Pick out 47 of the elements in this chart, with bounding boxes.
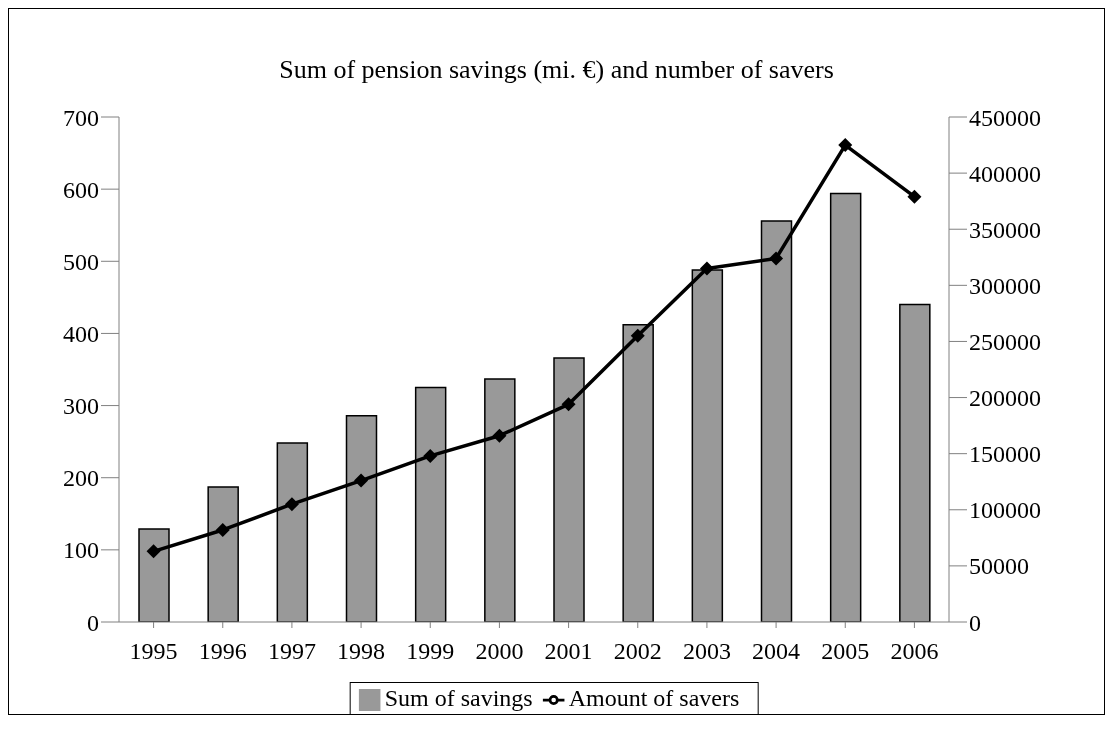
point xyxy=(492,428,507,443)
y2-tick-label: 100000 xyxy=(969,497,1041,524)
y-tick-label: 700 xyxy=(63,104,99,131)
point xyxy=(699,261,714,276)
y2-tick-label: 0 xyxy=(969,609,981,636)
y-tick-label: 200 xyxy=(63,465,99,492)
point xyxy=(769,251,784,266)
x-tick-label: 2005 xyxy=(821,638,870,665)
chart-title: Sum of pension savings (mi. €) and number of savers xyxy=(278,54,835,86)
point xyxy=(630,328,645,343)
y-tick-label: 100 xyxy=(63,537,99,564)
y2-tick-label: 300000 xyxy=(969,272,1041,299)
y2-tick-label: 250000 xyxy=(969,328,1041,355)
bar xyxy=(899,303,931,622)
legend-label: Sum of savings xyxy=(384,685,533,711)
x-tick-label: 2000 xyxy=(475,638,524,665)
point xyxy=(215,522,230,537)
point xyxy=(838,138,853,153)
point xyxy=(561,397,576,412)
y-tick-label: 300 xyxy=(63,393,99,420)
y-tick-label: 500 xyxy=(63,248,99,275)
y-tick-label: 600 xyxy=(63,176,99,203)
x-tick-label: 1996 xyxy=(198,638,247,665)
y2-tick-label: 150000 xyxy=(969,441,1041,468)
point xyxy=(423,448,438,463)
y2-tick-label: 350000 xyxy=(969,216,1041,243)
x-tick-label: 2001 xyxy=(544,638,593,665)
point xyxy=(146,544,161,559)
bar xyxy=(829,192,862,622)
y-tick-label: 400 xyxy=(63,320,99,347)
legend-label: Amount of savers xyxy=(568,685,740,711)
x-tick-label: 1997 xyxy=(267,638,316,665)
point xyxy=(284,497,299,512)
x-tick-label: 1999 xyxy=(406,638,455,665)
y2-tick-label: 450000 xyxy=(969,104,1041,131)
x-tick-label: 1995 xyxy=(129,638,178,665)
y2-tick-label: 200000 xyxy=(969,385,1041,412)
y-tick-label: 0 xyxy=(87,609,99,636)
x-tick-label: 1998 xyxy=(337,638,386,665)
point xyxy=(907,189,922,204)
x-tick-label: 2006 xyxy=(890,638,939,665)
y2-tick-label: 50000 xyxy=(969,553,1029,580)
point xyxy=(354,473,369,488)
x-tick-label: 2004 xyxy=(752,638,801,665)
x-tick-label: 2003 xyxy=(682,638,731,665)
y2-tick-label: 400000 xyxy=(969,160,1041,187)
x-tick-label: 2002 xyxy=(613,638,662,665)
